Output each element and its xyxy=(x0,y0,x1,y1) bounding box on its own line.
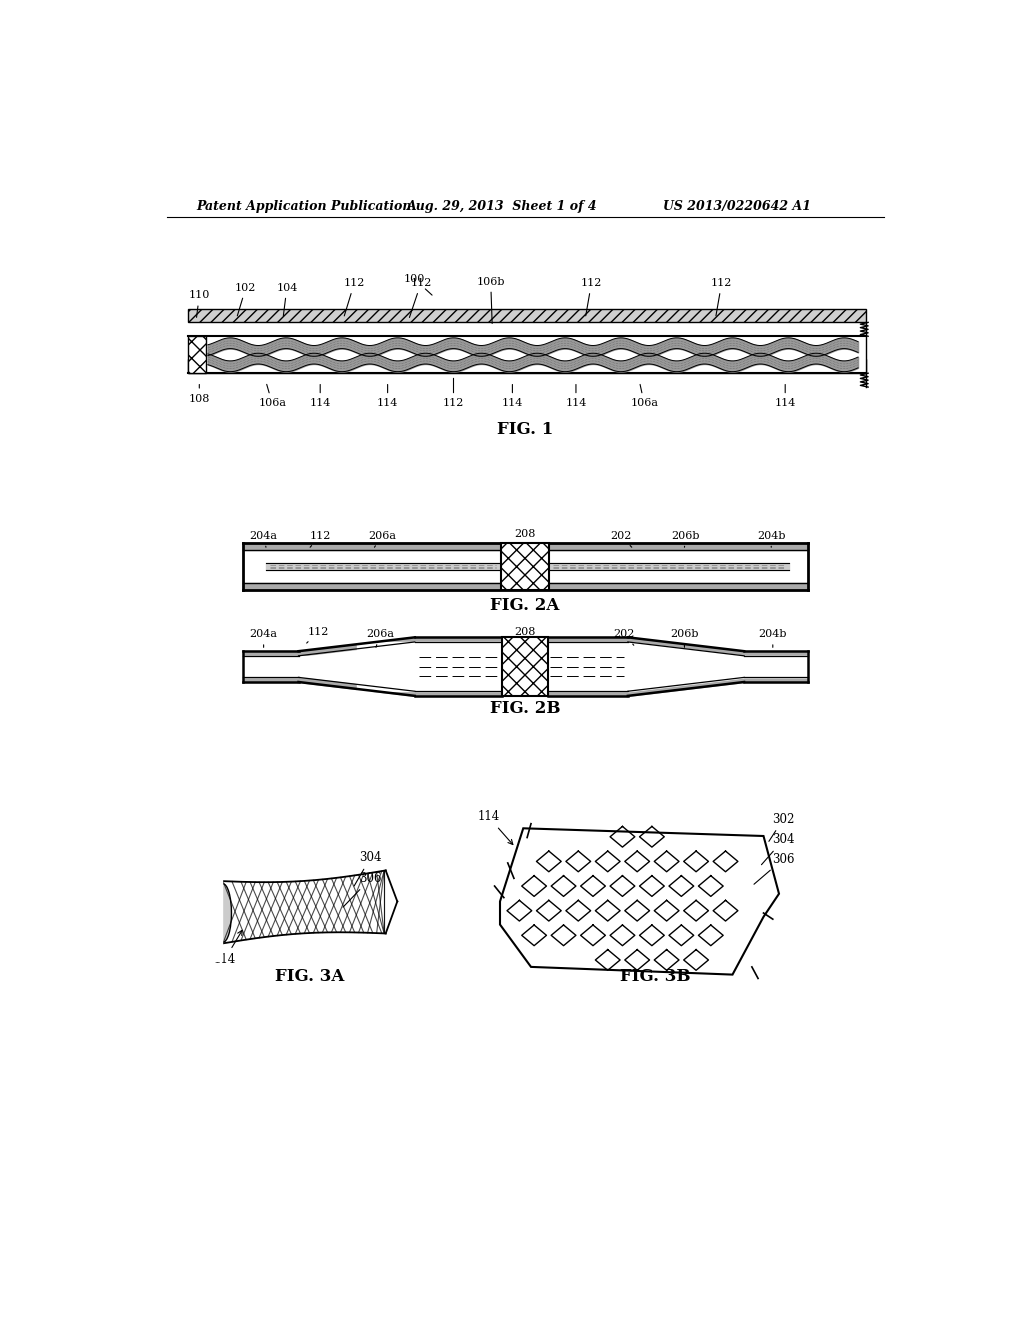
Text: 114: 114 xyxy=(502,384,523,408)
Text: 206a: 206a xyxy=(369,531,396,548)
Text: 112: 112 xyxy=(309,531,331,548)
Text: 304: 304 xyxy=(762,833,795,865)
Text: 114: 114 xyxy=(309,384,331,408)
Text: 206b: 206b xyxy=(672,531,700,548)
Text: 100: 100 xyxy=(404,275,432,296)
Text: 114: 114 xyxy=(377,384,398,408)
Text: 204a: 204a xyxy=(250,531,278,548)
Text: 112: 112 xyxy=(344,279,365,315)
Text: US 2013/0220642 A1: US 2013/0220642 A1 xyxy=(663,199,811,213)
Text: FIG. 1: FIG. 1 xyxy=(497,421,553,438)
Text: 108: 108 xyxy=(188,384,210,404)
Text: 106b: 106b xyxy=(476,277,505,323)
Bar xyxy=(188,337,206,374)
Text: FIG. 3B: FIG. 3B xyxy=(620,968,690,985)
Text: 206b: 206b xyxy=(670,630,698,647)
Text: 106a: 106a xyxy=(258,384,286,408)
Text: 106a: 106a xyxy=(630,384,658,408)
Text: 114: 114 xyxy=(774,384,796,408)
Bar xyxy=(501,544,549,590)
Text: 114: 114 xyxy=(565,384,587,408)
Text: 202: 202 xyxy=(613,630,635,645)
Bar xyxy=(188,309,866,322)
Text: 114: 114 xyxy=(477,810,513,845)
Text: 208: 208 xyxy=(514,627,536,645)
Text: 302: 302 xyxy=(769,813,795,841)
Text: Aug. 29, 2013  Sheet 1 of 4: Aug. 29, 2013 Sheet 1 of 4 xyxy=(407,199,598,213)
Text: 112: 112 xyxy=(442,379,464,408)
Bar xyxy=(188,337,866,372)
Text: FIG. 2B: FIG. 2B xyxy=(489,701,560,718)
Text: 114: 114 xyxy=(214,931,243,966)
Text: 208: 208 xyxy=(514,529,536,548)
Text: 204a: 204a xyxy=(250,630,278,647)
Text: FIG. 3A: FIG. 3A xyxy=(275,968,345,985)
Text: 306: 306 xyxy=(343,871,382,907)
Bar xyxy=(188,359,866,374)
Text: 304: 304 xyxy=(354,851,382,886)
Text: 102: 102 xyxy=(236,282,256,315)
Text: Patent Application Publication: Patent Application Publication xyxy=(197,199,412,213)
Text: FIG. 2A: FIG. 2A xyxy=(490,597,559,614)
Text: 112: 112 xyxy=(581,279,602,315)
Bar xyxy=(502,638,548,696)
Text: 204b: 204b xyxy=(757,531,785,548)
Text: 204b: 204b xyxy=(759,630,787,647)
Text: 202: 202 xyxy=(610,531,632,548)
Text: 112: 112 xyxy=(410,279,432,318)
Text: 112: 112 xyxy=(711,279,732,315)
Text: 112: 112 xyxy=(306,627,329,643)
Polygon shape xyxy=(500,829,779,974)
Ellipse shape xyxy=(214,884,231,942)
Text: 206a: 206a xyxy=(366,630,394,647)
Text: 110: 110 xyxy=(188,290,210,317)
Text: 104: 104 xyxy=(276,282,298,315)
Text: 306: 306 xyxy=(754,853,795,884)
